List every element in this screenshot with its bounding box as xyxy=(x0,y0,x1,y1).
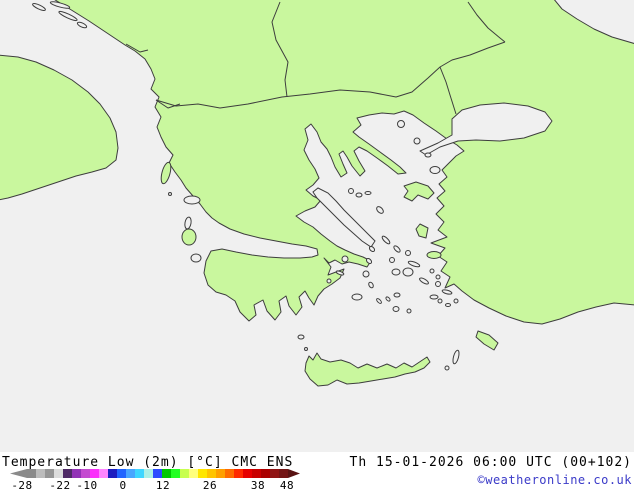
legend-tick-label: -10 xyxy=(76,479,98,490)
legend-segment xyxy=(243,469,252,478)
island-chios xyxy=(415,223,429,239)
island-skyros xyxy=(376,206,384,214)
legend-segment xyxy=(216,469,225,478)
island-lefkada xyxy=(184,216,192,230)
country-borders xyxy=(125,1,506,115)
legend-tick-label: -22 xyxy=(49,479,71,490)
legend-tick-label: 26 xyxy=(202,479,218,490)
legend-colorbar xyxy=(10,469,300,478)
legend-left-arrow xyxy=(10,469,27,478)
legend-segment xyxy=(108,469,117,478)
legend-tick-labels: -28 -22 -10 0 12 26 38 48 xyxy=(0,479,320,490)
island-paros xyxy=(391,268,401,276)
islands-major xyxy=(160,161,499,387)
island-limnos xyxy=(429,166,441,174)
legend-segment xyxy=(279,469,288,478)
sea-of-marmara xyxy=(419,102,553,156)
legend-segment xyxy=(135,469,144,478)
island-corfu xyxy=(160,161,172,185)
legend-segment xyxy=(171,469,180,478)
legend-segment xyxy=(81,469,90,478)
legend-tick-label: -28 xyxy=(11,479,33,490)
legend-segment xyxy=(36,469,45,478)
island-zakynthos xyxy=(190,253,202,263)
island-naxos xyxy=(402,267,414,277)
legend-segment xyxy=(180,469,189,478)
legend-segment xyxy=(225,469,234,478)
copyright-link[interactable]: ©weatheronline.co.uk xyxy=(477,473,632,487)
legend-footer: Temperature Low (2m) [°C] CMC ENS Th 15-… xyxy=(0,452,634,490)
legend-segment xyxy=(72,469,81,478)
legend-segment xyxy=(162,469,171,478)
legend-tick-label: 12 xyxy=(155,479,171,490)
island-thasos xyxy=(397,120,405,128)
legend-tick-label: 38 xyxy=(250,479,266,490)
island-samos xyxy=(426,251,442,259)
island-andros xyxy=(381,235,391,245)
islands-minor xyxy=(32,1,460,371)
legend-segment xyxy=(153,469,162,478)
island-crete xyxy=(304,352,431,387)
ambracian-gulf xyxy=(183,195,201,205)
legend-segment xyxy=(27,469,36,478)
legend-tick-label: 48 xyxy=(279,479,295,490)
valid-time-label: Th 15-01-2026 06:00 UTC (00+102) xyxy=(349,455,632,470)
map-canvas xyxy=(0,0,634,452)
island-lesbos xyxy=(403,181,435,202)
land-italy-puglia xyxy=(0,54,119,201)
legend-segment xyxy=(126,469,135,478)
island-karpathos xyxy=(452,349,460,365)
legend-segment xyxy=(252,469,261,478)
island-samothrace xyxy=(413,137,421,145)
legend-segment xyxy=(54,469,63,478)
legend-segment xyxy=(99,469,108,478)
legend-segment xyxy=(234,469,243,478)
island-milos xyxy=(351,293,363,301)
legend-segment xyxy=(207,469,216,478)
legend-tick-label: 0 xyxy=(119,479,127,490)
island-kos xyxy=(441,289,453,295)
product-label: Temperature Low (2m) [°C] CMC ENS xyxy=(2,455,294,470)
legend-segment xyxy=(117,469,126,478)
island-santorini xyxy=(392,306,400,312)
island-rhodes xyxy=(475,330,499,351)
legend-segment xyxy=(90,469,99,478)
legend-segment xyxy=(45,469,54,478)
legend-right-arrow xyxy=(288,469,300,478)
legend-segment xyxy=(270,469,279,478)
legend-segment xyxy=(261,469,270,478)
island-ikaria xyxy=(407,260,421,268)
legend-segment xyxy=(144,469,153,478)
island-kythira xyxy=(297,334,305,340)
land-balkans-anatolia xyxy=(54,0,634,325)
legend-segment xyxy=(189,469,198,478)
legend-segment xyxy=(198,469,207,478)
weather-map xyxy=(0,0,634,452)
black-sea xyxy=(553,0,634,44)
legend-segment xyxy=(63,469,72,478)
island-kefalonia xyxy=(181,228,197,246)
